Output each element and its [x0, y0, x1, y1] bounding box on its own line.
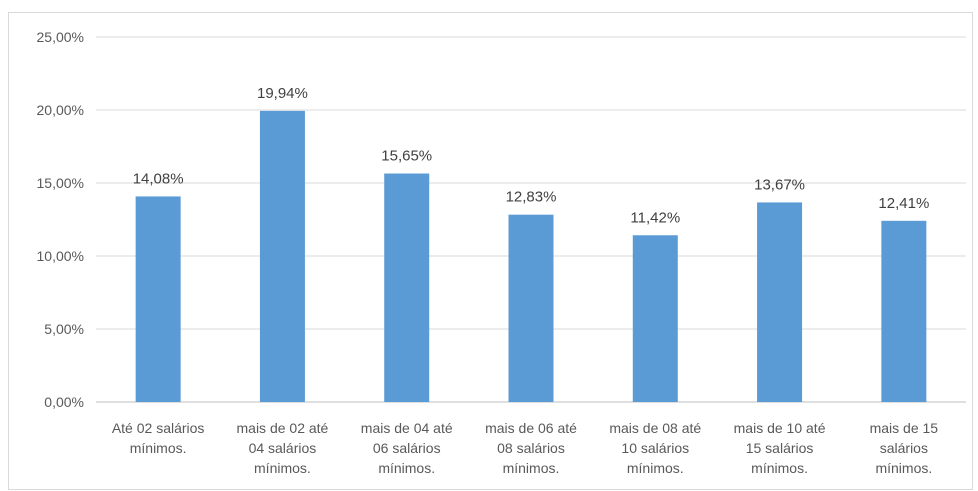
- gridlines: [96, 36, 966, 403]
- y-tick-label: 15,00%: [37, 175, 84, 191]
- y-tick-label: 0,00%: [44, 394, 84, 410]
- x-category-label: mais de 10 até 15 salários mínimos.: [734, 420, 826, 476]
- data-labels: 14,08% 19,94% 15,65% 12,83% 11,42% 13,67% 12,4…: [133, 85, 930, 226]
- bar: [632, 235, 678, 402]
- x-axis-categories: Até 02 salários mínimos. mais de 02 até 04 …: [112, 420, 938, 476]
- y-tick-label: 20,00%: [37, 102, 84, 118]
- data-label: 12,41%: [878, 195, 929, 212]
- bar: [259, 110, 305, 402]
- x-category-label: mais de 15 salários mínimos.: [870, 420, 939, 476]
- bar: [508, 214, 554, 402]
- data-label: 19,94%: [257, 85, 308, 102]
- data-label: 11,42%: [630, 209, 680, 226]
- data-label: 15,65%: [381, 148, 432, 165]
- data-label: 12,83%: [506, 189, 557, 206]
- bar: [135, 196, 181, 402]
- x-category-label: mais de 02 até 04 salários mínimos.: [237, 420, 329, 476]
- y-tick-label: 25,00%: [37, 29, 84, 45]
- bar: [384, 173, 430, 402]
- x-category-label: mais de 04 até 06 salários mínimos.: [361, 420, 453, 476]
- bar: [757, 202, 803, 402]
- y-tick-label: 10,00%: [37, 248, 84, 264]
- data-label: 13,67%: [754, 176, 805, 193]
- y-tick-label: 5,00%: [44, 321, 84, 337]
- x-category-label: mais de 08 até 10 salários mínimos.: [609, 420, 701, 476]
- x-category-label: mais de 06 até 08 salários mínimos.: [485, 420, 577, 476]
- y-axis-ticks: 0,00% 5,00% 10,00% 15,00% 20,00% 25,00%: [37, 29, 84, 410]
- x-category-label: Até 02 salários mínimos.: [112, 420, 205, 456]
- bars: [135, 110, 927, 402]
- data-label: 14,08%: [133, 170, 184, 187]
- bar: [881, 220, 927, 402]
